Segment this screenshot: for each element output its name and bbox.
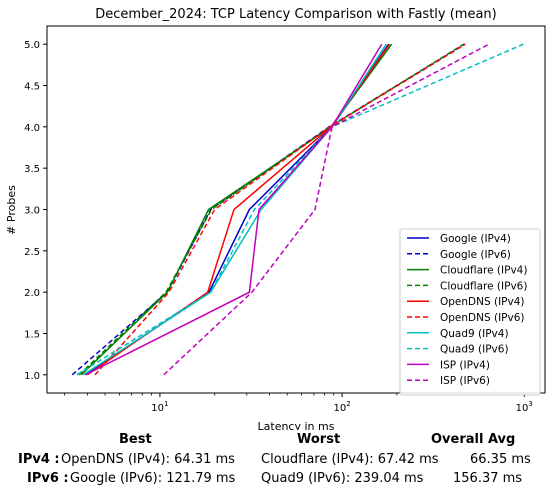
legend-label-0: Google (IPv4) [440,233,511,245]
y-tick-label-4: 3.0 [24,206,40,217]
ipv4-row-label: IPv4 : [18,452,60,467]
legend-label-2: Cloudflare (IPv4) [440,265,527,277]
series-line-0 [84,43,390,376]
legend-label-6: Quad9 (IPv4) [440,328,509,340]
worst-header: Worst [297,432,341,447]
series-line-3 [78,43,465,376]
series-line-9 [163,43,490,376]
y-tick-label-8: 5.0 [24,40,40,51]
x-tick-label-1: 102 [333,400,350,414]
legend-label-5: OpenDNS (IPv6) [440,312,525,324]
ipv6-best: Google (IPv6): 121.79 ms [70,471,236,486]
x-tick-label-0: 101 [151,400,168,414]
y-tick-label-6: 4.0 [24,123,40,134]
chart-title: December_2024: TCP Latency Comparison wi… [95,7,497,22]
y-tick-label-1: 1.5 [24,329,40,340]
legend: Google (IPv4) Google (IPv6) Cloudflare (IP… [399,228,541,396]
ipv6-avg: 156.37 ms [453,471,523,486]
plot-area [71,43,524,376]
series-line-6 [82,43,387,376]
y-tick-label-5: 3.5 [24,164,40,175]
y-tick-label-3: 2.5 [24,247,40,258]
ipv4-avg: 66.35 ms [470,452,531,467]
series-line-2 [80,43,393,376]
ipv6-worst: Quad9 (IPv6): 239.04 ms [261,471,424,486]
overall-avg-header: Overall Avg [431,432,516,447]
y-tick-label-7: 4.5 [24,82,40,93]
legend-label-3: Cloudflare (IPv6) [440,280,527,292]
legend-box [399,228,541,396]
legend-label-1: Google (IPv6) [440,249,511,261]
series-line-5 [94,43,466,376]
x-tick-label-2: 103 [516,400,533,414]
series-line-7 [76,43,524,376]
ipv4-best: OpenDNS (IPv4): 64.31 ms [61,452,235,467]
ipv6-row-label: IPv6 : [27,471,69,486]
legend-label-4: OpenDNS (IPv4) [440,296,525,308]
x-axis-label: Latency in ms [258,420,335,430]
latency-chart: December_2024: TCP Latency Comparison wi… [5,7,546,430]
ipv4-worst: Cloudflare (IPv4): 67.42 ms [261,452,439,467]
legend-label-8: ISP (IPv4) [440,359,490,371]
y-tick-label-0: 1.0 [24,371,40,382]
legend-label-9: ISP (IPv6) [440,375,490,387]
y-axis-label: # Probes [5,185,18,235]
axes: 1.0 1.5 2.0 2.5 3.0 3.5 4.0 4.5 5.0 101 102 103 [24,40,533,414]
legend-label-7: Quad9 (IPv6) [440,344,509,356]
series-line-8 [85,43,383,376]
y-tick-label-2: 2.0 [24,288,40,299]
best-header: Best [119,432,152,447]
